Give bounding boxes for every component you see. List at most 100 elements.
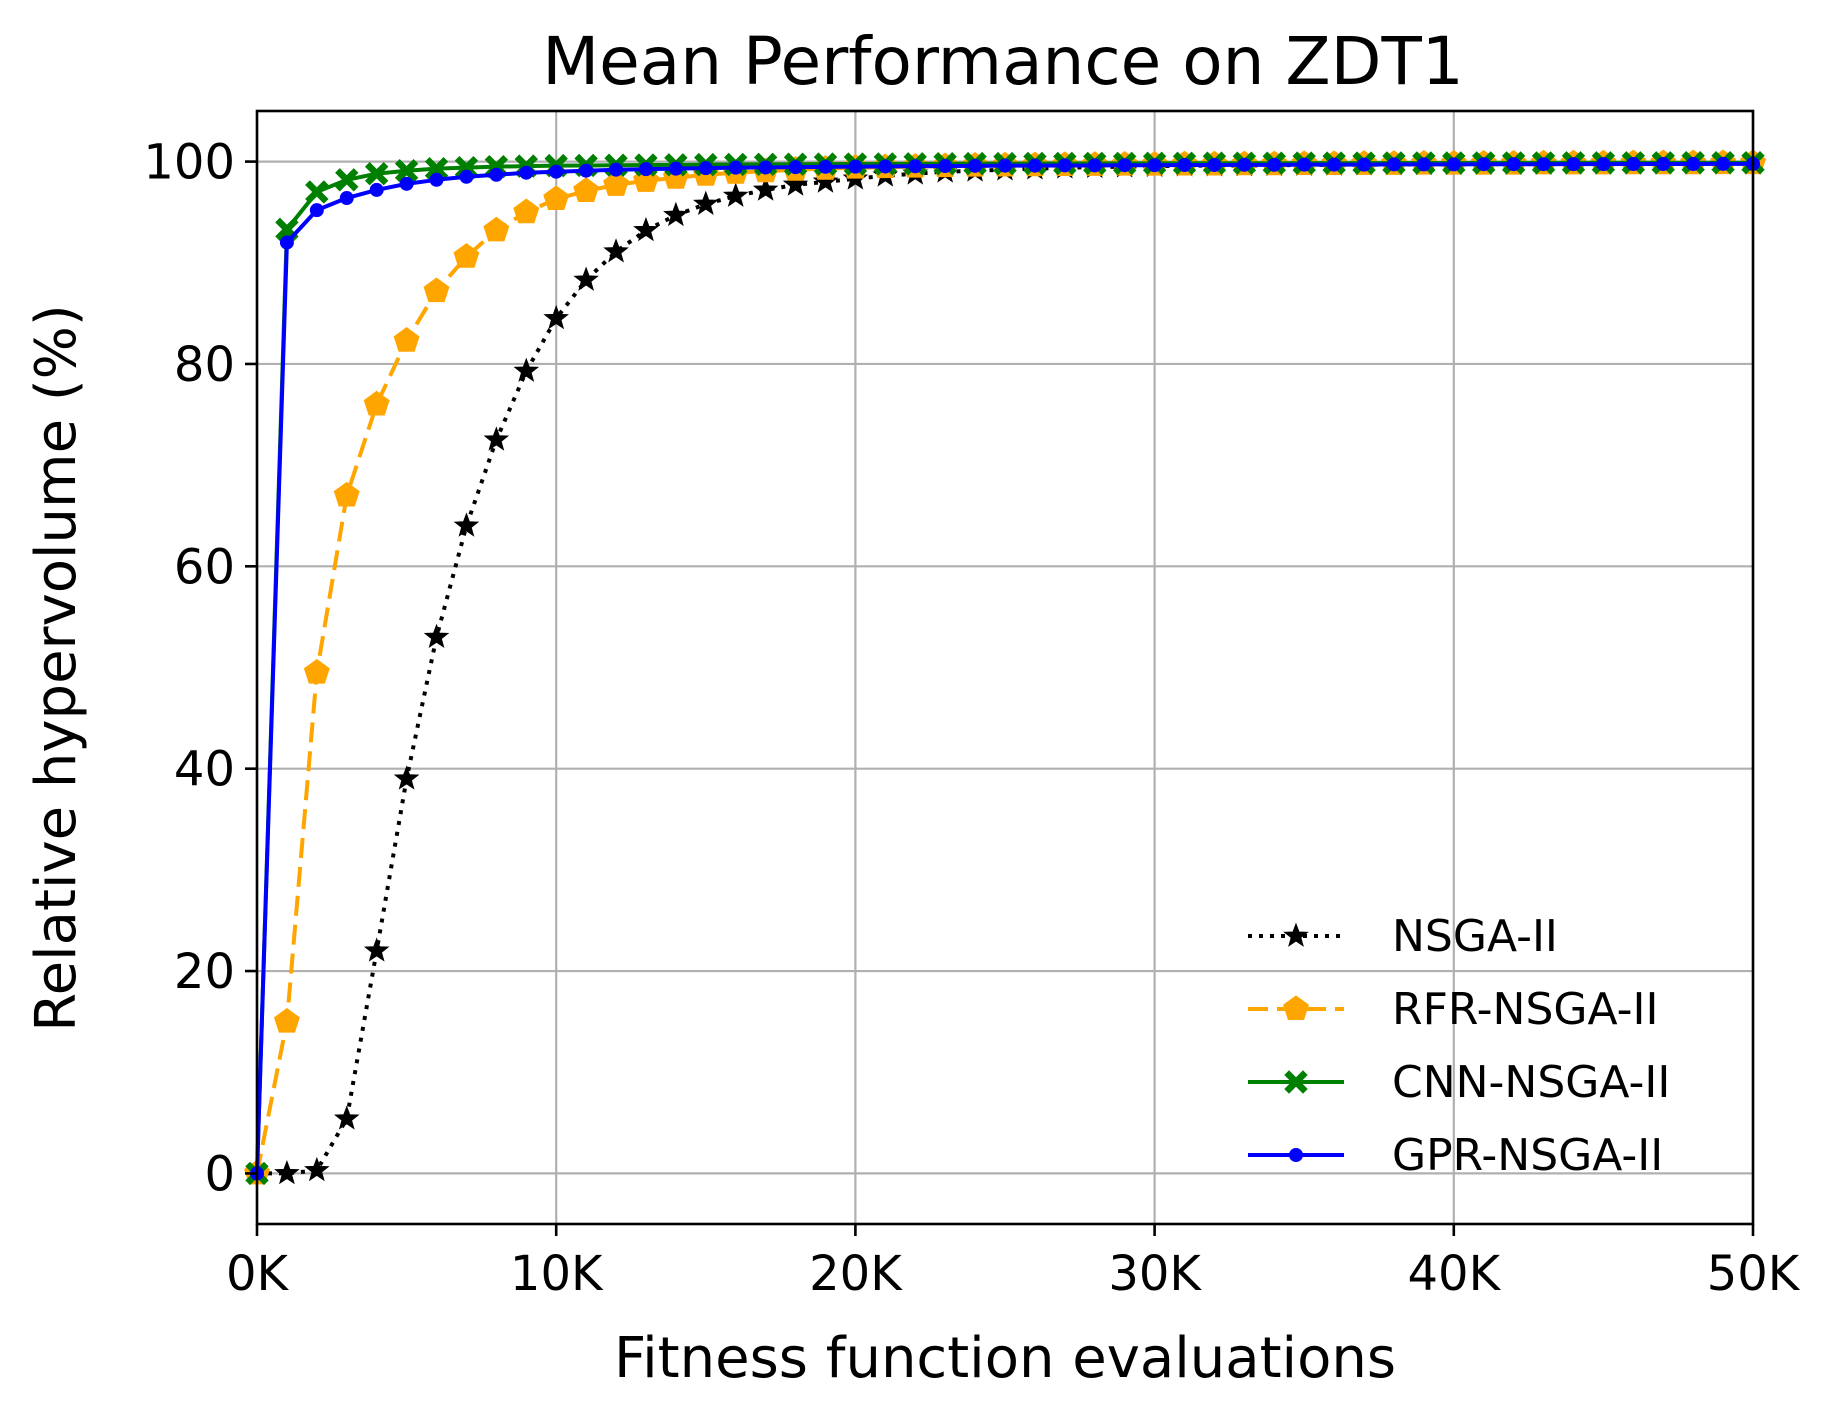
- data-point-rfr-nsga-ii: [573, 177, 600, 202]
- data-point-gpr-nsga-ii: [908, 159, 923, 174]
- legend-item-rfr-nsga-ii: RFR-NSGA-II: [1248, 984, 1658, 1035]
- data-point-gpr-nsga-ii: [1177, 158, 1192, 173]
- data-point-gpr-nsga-ii: [1626, 157, 1641, 172]
- data-point-gpr-nsga-ii: [998, 158, 1012, 173]
- data-point-gpr-nsga-ii: [728, 160, 743, 175]
- data-point-nsga-ii: [663, 201, 689, 227]
- data-point-gpr-nsga-ii: [519, 165, 534, 180]
- data-point-nsga-ii: [573, 266, 599, 291]
- data-point-nsga-ii: [603, 238, 629, 263]
- data-point-nsga-ii: [543, 304, 569, 330]
- x-axis-title: Fitness function evaluations: [614, 1326, 1396, 1391]
- data-point-nsga-ii: [633, 216, 659, 242]
- data-point-nsga-ii: [393, 765, 420, 790]
- data-point-gpr-nsga-ii: [1147, 158, 1162, 173]
- data-point-nsga-ii: [453, 512, 480, 537]
- data-point-gpr-nsga-ii: [968, 158, 983, 173]
- data-point-gpr-nsga-ii: [1386, 157, 1401, 172]
- series-gpr-nsga-ii: [250, 156, 1760, 1181]
- data-point-nsga-ii: [333, 1105, 360, 1130]
- data-point-gpr-nsga-ii: [1686, 157, 1701, 172]
- data-point-cnn-nsga-ii: [394, 158, 419, 183]
- y-tick-label: 0: [204, 1146, 235, 1202]
- data-point-gpr-nsga-ii: [1327, 157, 1342, 172]
- data-point-gpr-nsga-ii: [609, 162, 624, 177]
- x-tick-label: 20K: [809, 1246, 903, 1302]
- data-point-gpr-nsga-ii: [399, 176, 414, 191]
- data-point-gpr-nsga-ii: [339, 191, 354, 206]
- data-point-gpr-nsga-ii: [818, 159, 833, 174]
- data-point-rfr-nsga-ii: [303, 658, 330, 684]
- data-point-gpr-nsga-ii: [638, 162, 653, 177]
- legend-item-nsga-ii: NSGA-II: [1248, 911, 1558, 962]
- legend-marker: [1284, 1070, 1308, 1094]
- data-point-gpr-nsga-ii: [429, 172, 444, 187]
- data-point-gpr-nsga-ii: [1087, 158, 1102, 173]
- data-point-gpr-nsga-ii: [1656, 157, 1671, 172]
- data-point-nsga-ii: [513, 357, 540, 382]
- data-point-gpr-nsga-ii: [549, 164, 564, 179]
- data-point-gpr-nsga-ii: [1476, 157, 1491, 172]
- data-point-gpr-nsga-ii: [698, 161, 713, 176]
- x-tick-label: 10K: [510, 1246, 604, 1302]
- data-point-cnn-nsga-ii: [305, 180, 329, 204]
- data-point-gpr-nsga-ii: [1566, 157, 1581, 172]
- legend-label: NSGA-II: [1392, 911, 1558, 962]
- data-point-nsga-ii: [812, 168, 839, 193]
- legend-item-gpr-nsga-ii: GPR-NSGA-II: [1248, 1130, 1663, 1181]
- data-point-nsga-ii: [693, 190, 719, 215]
- data-point-gpr-nsga-ii: [579, 163, 594, 178]
- legend-label: CNN-NSGA-II: [1392, 1057, 1670, 1108]
- y-tick-label: 60: [174, 539, 235, 595]
- legend-marker: [1283, 995, 1309, 1021]
- data-point-rfr-nsga-ii: [393, 327, 420, 352]
- data-point-gpr-nsga-ii: [1267, 157, 1282, 172]
- data-point-cnn-nsga-ii: [335, 168, 359, 192]
- data-point-gpr-nsga-ii: [1596, 157, 1611, 172]
- legend-item-cnn-nsga-ii: CNN-NSGA-II: [1248, 1057, 1670, 1108]
- data-point-gpr-nsga-ii: [788, 160, 803, 175]
- data-point-nsga-ii: [274, 1159, 300, 1185]
- y-axis-title: Relative hypervolume (%): [24, 304, 89, 1031]
- y-tick-label: 80: [174, 337, 235, 393]
- data-point-rfr-nsga-ii: [423, 277, 450, 303]
- data-point-rfr-nsga-ii: [273, 1008, 300, 1033]
- data-point-gpr-nsga-ii: [1716, 156, 1731, 171]
- data-point-nsga-ii: [722, 182, 749, 207]
- data-point-gpr-nsga-ii: [1506, 157, 1521, 172]
- data-point-gpr-nsga-ii: [1237, 157, 1252, 172]
- legend: NSGA-II RFR-NSGA-II CNN-NSGA-II GPR-NSGA-II: [1248, 911, 1670, 1181]
- x-tick-label: 40K: [1408, 1246, 1502, 1302]
- data-point-gpr-nsga-ii: [1416, 157, 1431, 172]
- legend-label: GPR-NSGA-II: [1392, 1130, 1663, 1181]
- y-tick-label: 20: [174, 944, 235, 1000]
- series-group: [244, 149, 1766, 1186]
- x-tick-label: 30K: [1108, 1246, 1202, 1302]
- chart-title: Mean Performance on ZDT1: [542, 23, 1464, 100]
- data-point-nsga-ii: [304, 1156, 330, 1182]
- y-tick-label: 40: [174, 742, 235, 798]
- data-point-nsga-ii: [782, 171, 809, 196]
- data-point-rfr-nsga-ii: [483, 216, 510, 242]
- data-point-gpr-nsga-ii: [459, 169, 474, 184]
- legend-label: RFR-NSGA-II: [1392, 984, 1658, 1035]
- data-point-nsga-ii: [423, 623, 450, 649]
- data-point-gpr-nsga-ii: [938, 159, 953, 174]
- legend-marker: [1283, 922, 1309, 947]
- data-point-gpr-nsga-ii: [1207, 158, 1222, 173]
- data-point-gpr-nsga-ii: [1027, 158, 1042, 173]
- data-point-gpr-nsga-ii: [279, 235, 294, 250]
- data-point-gpr-nsga-ii: [489, 167, 504, 182]
- data-point-gpr-nsga-ii: [1117, 158, 1132, 173]
- data-point-cnn-nsga-ii: [364, 162, 389, 186]
- data-point-gpr-nsga-ii: [1446, 157, 1461, 172]
- data-point-gpr-nsga-ii: [1297, 157, 1312, 172]
- data-point-rfr-nsga-ii: [453, 243, 480, 268]
- data-point-gpr-nsga-ii: [848, 159, 863, 174]
- legend-marker: [1289, 1148, 1303, 1162]
- axis-ticks: 0K 10K 20K 30K 40K 50K 0 20 40 60 80 100: [143, 135, 1800, 1302]
- data-point-gpr-nsga-ii: [758, 160, 773, 175]
- plot-frame: [255, 109, 1755, 1226]
